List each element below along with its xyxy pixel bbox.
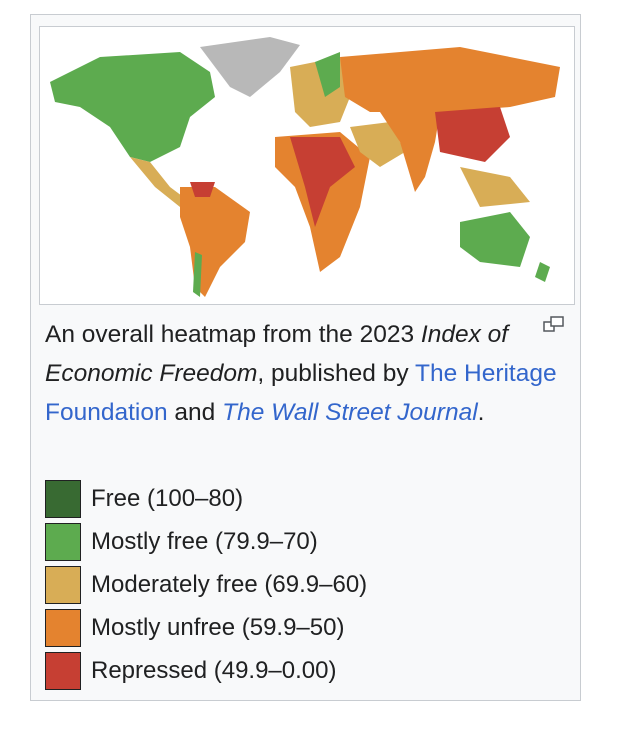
caption: An overall heatmap from the 2023 Index o… [45,315,565,432]
legend-label: Free (100–80) [91,484,244,512]
new-zealand [535,262,550,282]
legend-item: Free (100–80) [45,477,367,520]
legend-label: Repressed (49.9–0.00) [91,656,337,684]
legend-swatch [45,565,81,604]
south-america [180,187,250,297]
africa-repressed [290,137,355,227]
caption-text: , published by [257,360,415,387]
greenland [200,37,300,97]
legend-label: Moderately free (69.9–60) [91,570,368,598]
central-asia [380,112,440,142]
legend-swatch [45,608,81,647]
legend-item: Repressed (49.9–0.00) [45,649,367,692]
legend-item: Mostly free (79.9–70) [45,520,367,563]
scandinavia [315,52,340,97]
figure: An overall heatmap from the 2023 Index o… [30,14,581,701]
legend-swatch [45,522,81,561]
legend-item: Mostly unfree (59.9–50) [45,606,367,649]
caption-text: and [167,399,223,426]
legend-label: Mostly unfree (59.9–50) [91,613,345,641]
legend-item: Moderately free (69.9–60) [45,563,367,606]
central-america [130,157,190,207]
caption-text: An overall heatmap from the 2023 [45,321,421,348]
publication-title: Index of Economic Freedom [45,321,509,387]
caption-text: . [477,399,485,426]
russia [340,47,560,112]
publisher-link[interactable]: The Heritage Foundation [45,360,557,426]
middle-east [350,122,405,167]
australia [460,212,530,267]
venezuela [190,182,215,197]
india [400,142,435,192]
legend: Free (100–80) Mostly free (79.9–70) Modera… [45,477,367,692]
north-america [50,52,215,162]
china [435,107,510,162]
legend-swatch [45,479,81,518]
partner-link-text: The Wall Street Journal [222,399,478,426]
legend-swatch [45,651,81,690]
southeast-asia [460,167,530,207]
world-map[interactable] [39,26,575,305]
chile [193,252,202,297]
legend-label: Mostly free (79.9–70) [91,527,318,555]
partner-link[interactable]: The Wall Street Journal [222,399,478,426]
enlarge-icon[interactable] [543,315,565,333]
